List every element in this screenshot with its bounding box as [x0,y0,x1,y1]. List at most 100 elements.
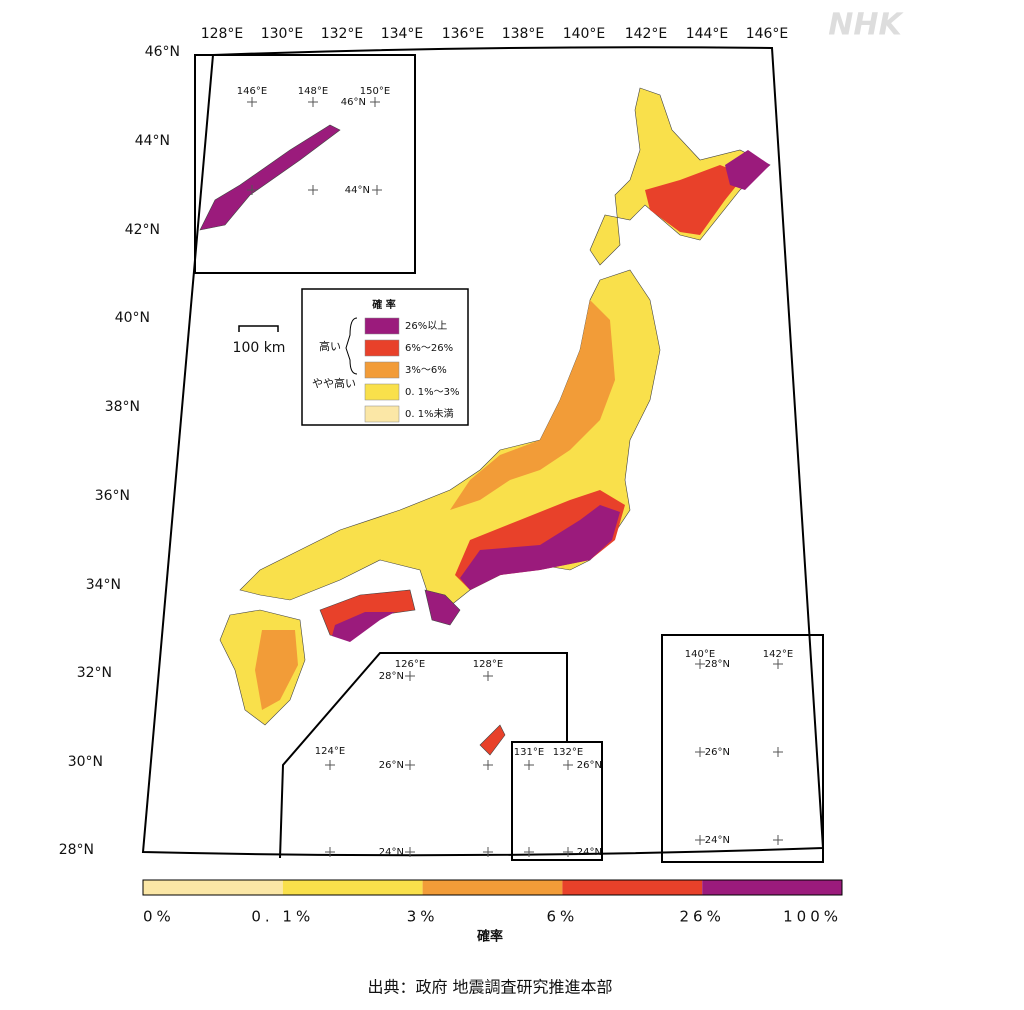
graticule-cross [370,97,380,107]
colorbar-segment [143,880,283,895]
lon-label: 132°E [321,26,364,42]
logo: NHK [828,8,904,43]
inset-label: 140°E [685,649,715,660]
legend-swatch [364,317,400,335]
lon-label: 144°E [686,26,729,42]
lat-label: 30°N [68,754,103,770]
colorbar-segment [422,880,563,895]
inset-label: 148°E [298,86,328,97]
inset-label: 124°E [315,746,345,757]
colorbar-label: 0% [143,908,175,926]
legend-label: 26%以上 [405,320,447,332]
graticule-cross [372,185,382,195]
inset-label: 128°E [473,659,503,670]
inset-label: 46°N [341,97,366,108]
inset-label: 26°N [577,760,602,771]
graticule-cross [773,747,783,757]
lon-label: 146°E [746,26,789,42]
colorbar-title: 確率 [477,929,503,945]
graticule-cross [247,97,257,107]
colorbar-label: 100% [783,908,842,926]
legend-box [301,288,469,426]
inset-frame [661,634,824,863]
legend-group: やや高い [312,376,356,390]
inset-frame [511,741,603,861]
source: 出典：政府 地震調査研究推進本部 [367,978,612,997]
lat-label: 32°N [77,665,112,681]
lat-label: 42°N [125,222,160,238]
lon-label: 130°E [261,26,304,42]
legend-label: 0. 1%～3% [405,387,459,398]
graticule-cross [483,671,493,681]
lat-label: 46°N [145,44,180,60]
graticule-cross [695,835,705,845]
graticule-cross [405,847,415,857]
lon-label: 134°E [381,26,424,42]
inset-label: 24°N [379,847,404,858]
graticule-cross [405,671,415,681]
graticule-cross [563,760,573,770]
colorbar-segment [562,880,703,895]
inset-label: 24°N [705,835,730,846]
graticule-cross [325,760,335,770]
lon-label: 140°E [563,26,606,42]
inset-label: 126°E [395,659,425,670]
inset-label: 28°N [705,659,730,670]
legend-label: 3%～6% [405,365,447,376]
map-frame [141,46,825,857]
inset-label: 44°N [345,185,370,196]
lat-label: 36°N [95,488,130,504]
legend-swatch [364,339,400,357]
lon-label: 128°E [201,26,244,42]
inset-label: 28°N [379,671,404,682]
inset-label: 26°N [379,760,404,771]
colorbar-label: 26% [680,908,725,926]
legend-label: 6%～26% [405,343,453,354]
lat-label: 44°N [135,133,170,149]
colorbar-label: 6% [547,908,579,926]
inset-label: 26°N [705,747,730,758]
inset-label: 132°E [553,747,583,758]
colorbar: 0% 0. 1% 3% 6% 26% 100% [142,879,843,926]
legend-brace [345,317,358,375]
graticule-cross [308,185,318,195]
scale-label: 100 km [233,340,286,356]
lon-label: 136°E [442,26,485,42]
lat-label: 28°N [59,842,94,858]
lat-label: 40°N [115,310,150,326]
graticule-cross [483,847,493,857]
graticule-cross [483,760,493,770]
lat-label: 34°N [86,577,121,593]
colorbar-segment [702,880,842,895]
graticule-cross [247,185,257,195]
legend-swatch [364,361,400,379]
inset-label: 146°E [237,86,267,97]
graticule-cross [773,659,783,669]
legend-group: 高い [319,339,341,353]
graticule-cross [563,847,573,857]
graticule-cross [524,760,534,770]
inset-frame [194,54,416,274]
inset-label: 24°N [577,847,602,858]
japan-land [199,87,771,756]
legend-swatch [364,383,400,401]
graticule-cross [405,760,415,770]
legend-label: 0. 1%未満 [405,408,454,420]
colorbar-label: 3% [407,908,439,926]
lon-label: 138°E [502,26,545,42]
colorbar-label: 0. 1% [251,908,314,926]
graticule-cross [325,847,335,857]
legend-items: 26%以上 6%～26% 3%～6% 0. 1%～3% 0. 1%未満 [364,317,459,423]
inset-label: 142°E [763,649,793,660]
colorbar-segment [282,880,423,895]
graticule-cross [695,747,705,757]
lat-label: 38°N [105,399,140,415]
legend-title: 確 率 [372,298,395,311]
graticule-cross [695,659,705,669]
graticule-cross [773,835,783,845]
lon-label: 142°E [625,26,668,42]
graticule-cross [524,847,534,857]
colorbar-outline [142,879,843,896]
inset-label: 150°E [360,86,390,97]
